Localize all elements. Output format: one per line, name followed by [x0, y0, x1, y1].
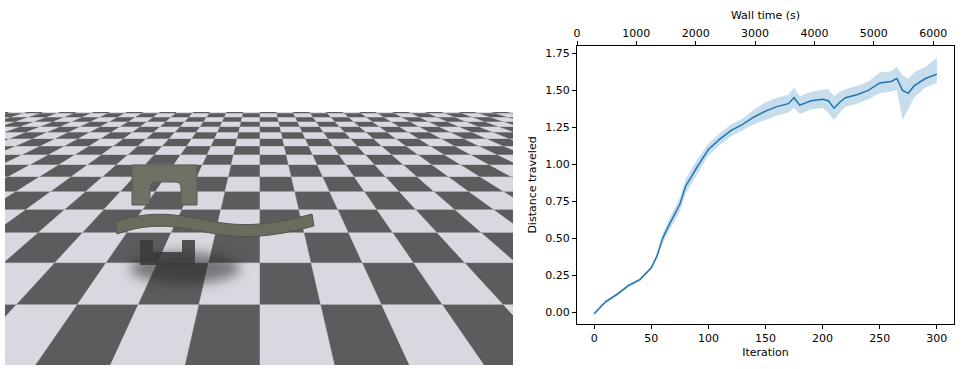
- svg-text:1000: 1000: [622, 27, 650, 40]
- svg-text:150: 150: [755, 332, 776, 345]
- svg-text:0: 0: [591, 332, 598, 345]
- svg-text:Wall time (s): Wall time (s): [731, 9, 800, 22]
- svg-text:250: 250: [869, 332, 890, 345]
- svg-text:0.25: 0.25: [545, 269, 570, 282]
- svg-text:1.75: 1.75: [545, 47, 570, 60]
- svg-text:3000: 3000: [741, 27, 769, 40]
- svg-text:0.75: 0.75: [545, 195, 570, 208]
- svg-text:200: 200: [812, 332, 833, 345]
- svg-text:100: 100: [698, 332, 719, 345]
- svg-text:1.25: 1.25: [545, 121, 570, 134]
- svg-text:6000: 6000: [919, 27, 947, 40]
- svg-text:5000: 5000: [860, 27, 888, 40]
- svg-text:1.00: 1.00: [545, 158, 570, 171]
- svg-text:1.50: 1.50: [545, 84, 570, 97]
- svg-text:0.00: 0.00: [545, 306, 570, 319]
- svg-text:Iteration: Iteration: [742, 346, 789, 359]
- svg-text:0: 0: [574, 27, 581, 40]
- svg-text:2000: 2000: [682, 27, 710, 40]
- svg-text:0.50: 0.50: [545, 232, 570, 245]
- svg-text:50: 50: [644, 332, 658, 345]
- svg-text:300: 300: [926, 332, 947, 345]
- svg-text:4000: 4000: [800, 27, 828, 40]
- svg-text:Distance traveled: Distance traveled: [526, 136, 539, 233]
